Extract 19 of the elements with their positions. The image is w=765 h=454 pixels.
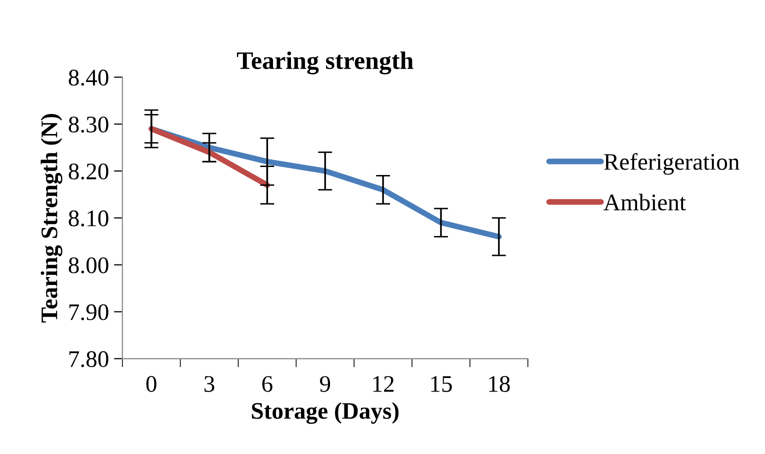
y-tick-label: 8.10 [68,210,108,226]
x-tick-label: 9 [320,376,330,392]
y-tick-label: 8.40 [68,70,108,86]
y-axis-title: Tearing Strength (N) [40,114,62,323]
y-tick-label: 7.80 [69,351,108,368]
x-tick-label: 15 [431,376,452,392]
x-axis-title: Storage (Days) [252,402,399,424]
chart-title: Tearing strength [236,52,414,74]
x-tick-label: 3 [204,376,214,392]
y-tick-label: 8.20 [68,163,108,180]
x-tick-label: 6 [262,376,272,392]
x-tick-label: 12 [373,376,394,392]
y-tick-label: 8.00 [68,257,108,274]
y-tick-label: 7.90 [69,304,108,320]
y-tick-label: 8.30 [68,116,108,133]
x-tick-label: 0 [146,376,156,392]
legend-label: Referigeration [604,153,740,175]
legend-label: Ambient [604,194,686,210]
x-tick-label: 18 [489,376,510,392]
